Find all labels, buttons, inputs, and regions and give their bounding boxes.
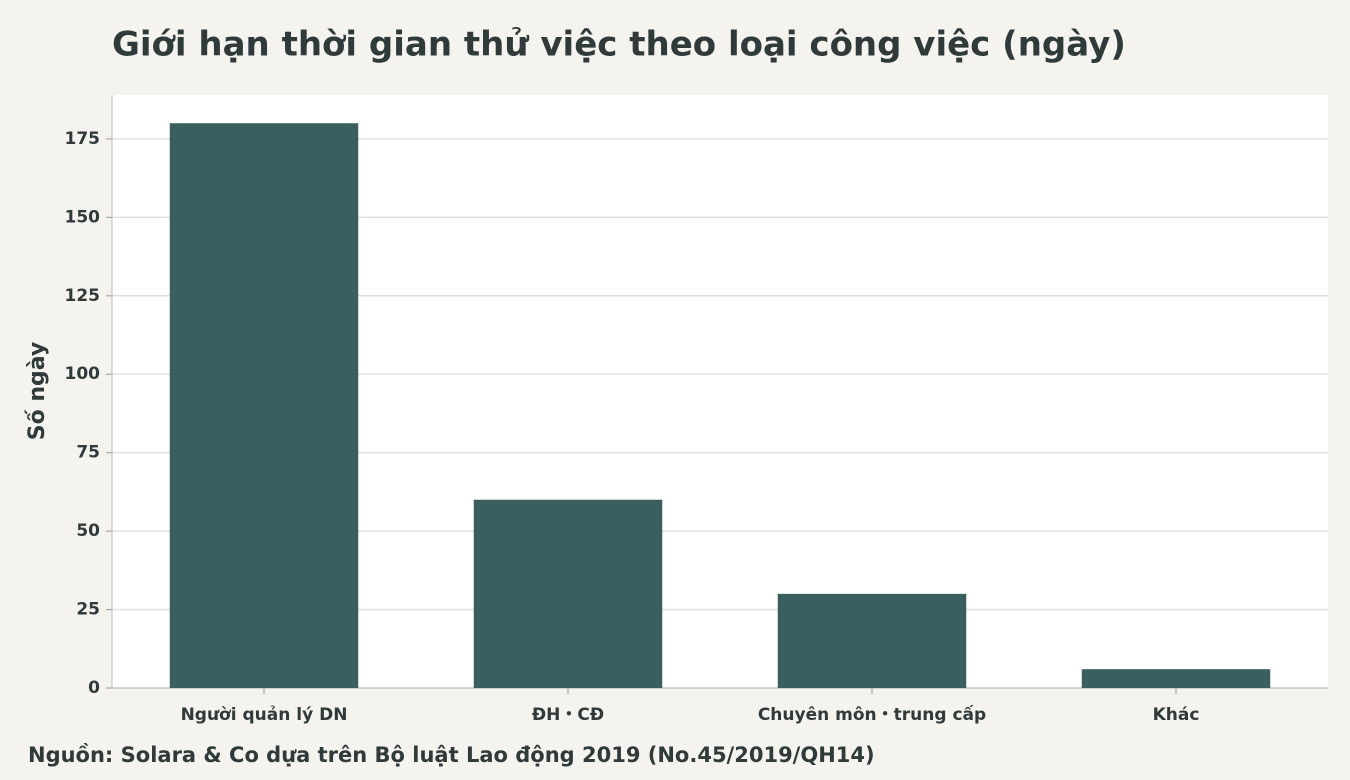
y-tick-label: 50: [76, 521, 100, 541]
y-tick-label: 75: [76, 443, 100, 463]
y-tick-label: 150: [65, 207, 101, 227]
y-axis-label: Số ngày: [25, 342, 50, 441]
y-tick-label: 100: [65, 364, 101, 384]
chart-title: Giới hạn thời gian thử việc theo loại cô…: [112, 25, 1126, 65]
x-tick-label: Chuyên môn・trung cấp: [758, 704, 986, 725]
y-tick-label: 0: [88, 678, 100, 698]
x-tick-label: Người quản lý DN: [181, 705, 348, 725]
bar: [777, 593, 967, 688]
y-tick-label: 125: [65, 286, 101, 306]
y-tick-label: 25: [76, 600, 100, 620]
x-tick-label: Khác: [1153, 705, 1200, 725]
bar: [169, 123, 359, 688]
x-tick-label: ĐH・CĐ: [532, 705, 604, 725]
source-note: Nguồn: Solara & Co dựa trên Bộ luật Lao …: [28, 743, 875, 767]
bar: [473, 499, 663, 688]
bar: [1081, 669, 1271, 688]
y-tick-label: 175: [65, 129, 101, 149]
